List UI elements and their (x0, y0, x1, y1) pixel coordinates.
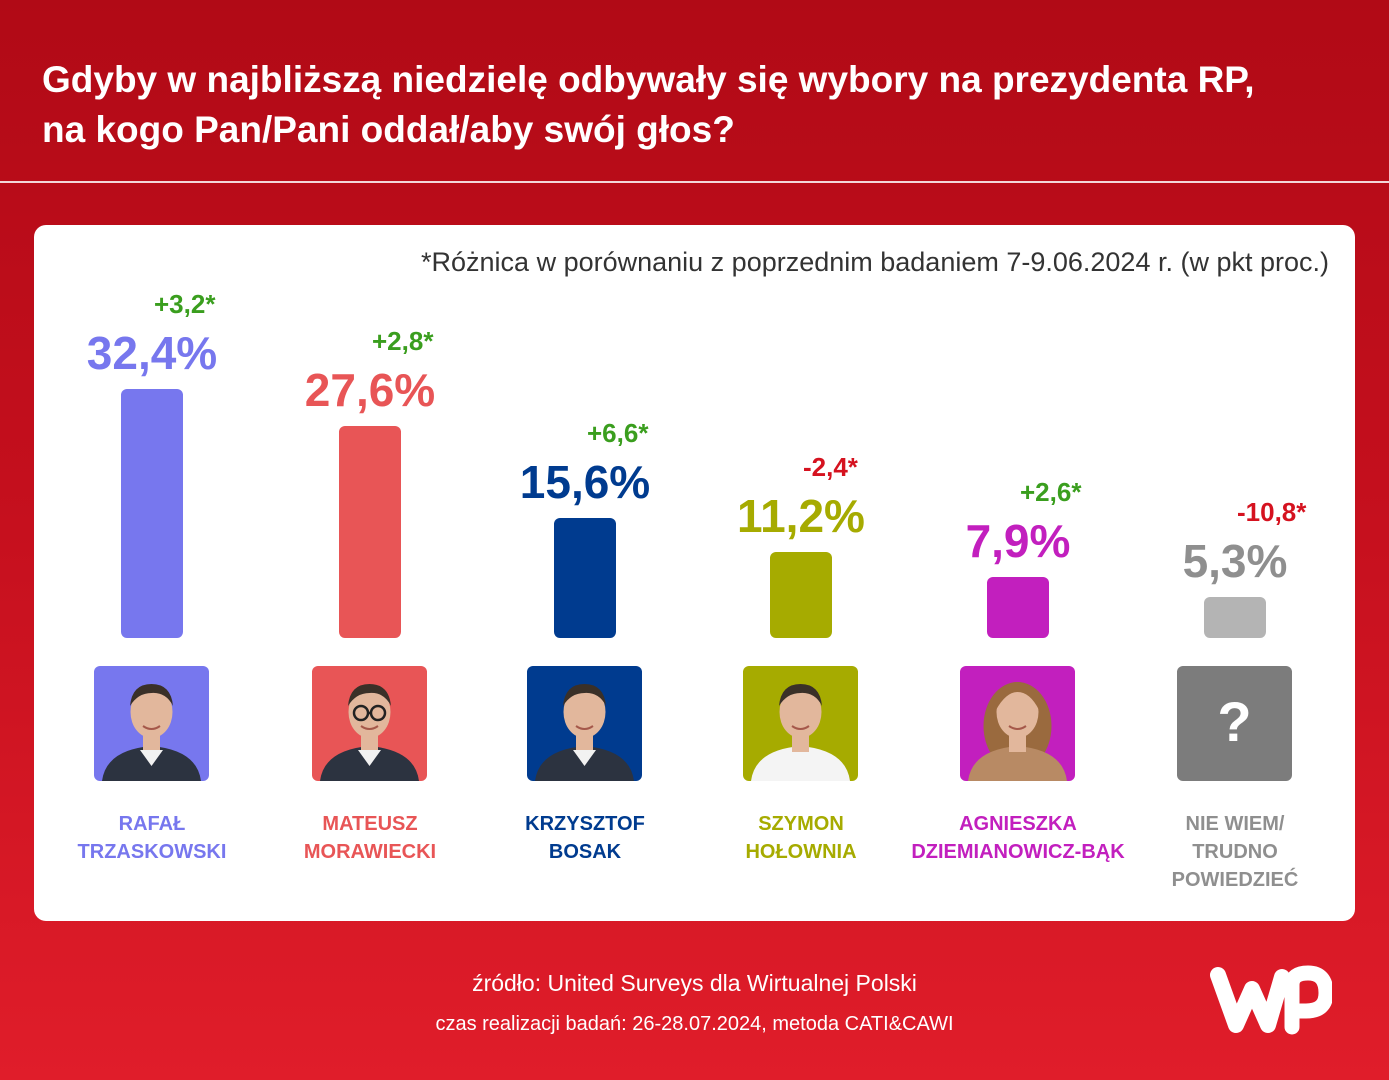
candidate-photo (94, 666, 209, 781)
question-mark-icon: ? (1177, 666, 1292, 781)
svg-text:?: ? (1217, 690, 1251, 753)
candidate-name-line: KRZYSZTOF (525, 813, 645, 835)
candidate-column: 15,6% +6,6* KRZYSZTOF BOSAK (475, 225, 695, 921)
candidate-name: NIE WIEM/TRUDNO POWIEDZIEĆ (1105, 810, 1365, 894)
candidate-name: MATEUSZ MORAWIECKI (240, 810, 500, 866)
candidate-column: 27,6% +2,8* MATEUSZ MORAWIECKI (260, 225, 480, 921)
candidate-photo (527, 666, 642, 781)
bar (1204, 597, 1266, 638)
candidate-name-line: POWIEDZIEĆ (1171, 869, 1299, 891)
candidate-photo (960, 666, 1075, 781)
bar (554, 518, 616, 638)
value-label: 32,4% (86, 327, 218, 379)
candidate-name-line: HOŁOWNIA (745, 841, 857, 863)
candidate-name-line: TRZASKOWSKI (77, 841, 227, 863)
survey-time-text: czas realizacji badań: 26-28.07.2024, me… (435, 1013, 954, 1035)
delta-footnote: *Różnica w porównaniu z poprzednim badan… (421, 247, 1329, 277)
candidate-photo (312, 666, 427, 781)
value-label: 5,3% (1182, 535, 1288, 587)
candidate-name: SZYMON HOŁOWNIA (671, 810, 931, 866)
candidate-name-line: BOSAK (548, 841, 622, 863)
candidate-name-line: DZIEMIANOWICZ-BĄK (911, 841, 1125, 863)
candidate-name-line: TRUDNO (1192, 841, 1278, 863)
delta-label: +3,2* (154, 289, 216, 319)
bar (987, 577, 1049, 638)
candidate-column: 32,4% +3,2* RAFAŁ TRZASKOWSKI (42, 225, 262, 921)
value-label: 11,2% (737, 490, 865, 542)
header-divider (0, 181, 1389, 183)
title-line-1: Gdyby w najbliższą niedzielę odbywały si… (42, 59, 1255, 100)
header: Gdyby w najbliższą niedzielę odbywały si… (0, 0, 1389, 183)
candidate-column: 7,9% +2,6* AGNIESZKA DZIEMIANOWICZ-BĄK (908, 225, 1128, 921)
title-line-2: na kogo Pan/Pani oddał/aby swój głos? (42, 109, 735, 150)
candidate-name-line: MORAWIECKI (303, 841, 437, 863)
delta-label: -2,4* (803, 452, 858, 482)
value-label: 27,6% (304, 364, 436, 416)
bar (121, 389, 183, 638)
candidate-name: AGNIESZKA DZIEMIANOWICZ-BĄK (888, 810, 1148, 866)
candidate-name-line: MATEUSZ (322, 813, 418, 835)
delta-label: +6,6* (587, 418, 649, 448)
candidate-column: 11,2% -2,4* SZYMON HOŁOWNIA (691, 225, 911, 921)
bar (339, 426, 401, 638)
chart-title: Gdyby w najbliższą niedzielę odbywały si… (42, 55, 1342, 155)
candidate-name-line: AGNIESZKA (959, 813, 1077, 835)
candidate-column: 5,3% -10,8*? NIE WIEM/TRUDNO POWIEDZIEĆ (1125, 225, 1345, 921)
delta-label: +2,8* (372, 326, 434, 356)
candidate-name-line: RAFAŁ (118, 813, 186, 835)
candidate-name-line: NIE WIEM/ (1185, 813, 1285, 835)
value-label: 15,6% (519, 456, 651, 508)
candidate-name: RAFAŁ TRZASKOWSKI (22, 810, 282, 866)
candidate-name: KRZYSZTOF BOSAK (455, 810, 715, 866)
bar (770, 552, 832, 638)
delta-label: -10,8* (1237, 497, 1307, 527)
value-label: 7,9% (965, 515, 1071, 567)
delta-label: +2,6* (1020, 477, 1082, 507)
chart-card: *Różnica w porównaniu z poprzednim badan… (34, 225, 1355, 921)
source-text: źródło: United Surveys dla Wirtualnej Po… (472, 970, 917, 996)
candidate-name-line: SZYMON (758, 813, 844, 835)
wp-logo-icon (1210, 965, 1332, 1035)
candidate-photo (743, 666, 858, 781)
